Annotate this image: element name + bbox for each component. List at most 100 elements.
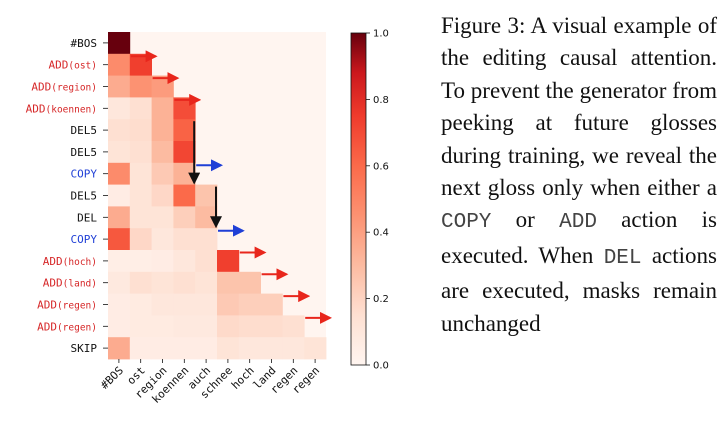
heatmap-cell-r11-c5 xyxy=(217,271,240,294)
code-del: DEL xyxy=(603,246,642,270)
heatmap-cell-r8-c0 xyxy=(108,206,131,229)
heatmap-cell-r14-c3 xyxy=(173,337,196,360)
heatmap-arrows xyxy=(130,50,332,324)
row-label-12: ADD(regen) xyxy=(37,299,97,312)
heatmap-cell-r9-c0 xyxy=(108,228,131,251)
colorbar-tick-label-4: 0.8 xyxy=(373,95,389,106)
heatmap-cell-r9-c3 xyxy=(173,228,196,251)
row-label-op: DEL5 xyxy=(71,190,98,203)
heatmap-cell-r11-c0 xyxy=(108,271,131,294)
heatmap-cell-r14-c7 xyxy=(260,337,283,360)
heatmap-cell-r4-c3 xyxy=(173,119,196,142)
heatmap-cell-r14-c4 xyxy=(195,337,218,360)
figure-caption: Figure 3: A visual example of the editin… xyxy=(441,13,717,336)
heatmap-cell-r7-c4 xyxy=(195,184,218,207)
heatmap-cell-r4-c1 xyxy=(129,119,152,142)
row-label-arg: (koennen) xyxy=(46,104,97,115)
heatmap-cell-r6-c0 xyxy=(108,162,131,185)
colorbar: 0.0 0.2 0.4 0.6 0.8 1.0 xyxy=(350,29,389,372)
row-label-6: COPY xyxy=(71,168,98,181)
heatmap-cells xyxy=(108,32,327,360)
colorbar-tick-label-3: 0.6 xyxy=(373,161,389,172)
row-label-op: ADD xyxy=(26,102,46,115)
row-label-op: COPY xyxy=(71,168,98,181)
heatmap-cell-r14-c9 xyxy=(304,337,327,360)
heatmap-cell-r10-c2 xyxy=(151,250,174,273)
row-label-op: DEL5 xyxy=(71,124,98,137)
row-label-arg: (regen) xyxy=(57,301,97,312)
heatmap-cell-r14-c1 xyxy=(129,337,152,360)
row-label-13: ADD(regen) xyxy=(37,320,97,333)
heatmap-cell-r9-c4 xyxy=(195,228,218,251)
row-label-op: ADD xyxy=(43,277,63,290)
heatmap-cell-r13-c4 xyxy=(195,315,218,338)
heatmap-cell-r10-c0 xyxy=(108,250,131,273)
code-copy: COPY xyxy=(441,211,492,235)
heatmap-cell-r5-c2 xyxy=(151,141,174,164)
heatmap-cell-r13-c1 xyxy=(129,315,152,338)
heatmap-cell-r7-c3 xyxy=(173,184,196,207)
heatmap-cell-r8-c4 xyxy=(195,206,218,229)
heatmap-cell-r0-c0 xyxy=(108,32,131,55)
row-label-op: ADD xyxy=(49,59,69,72)
heatmap-cell-r8-c2 xyxy=(151,206,174,229)
heatmap-cell-r13-c0 xyxy=(108,315,131,338)
row-label-arg: (land) xyxy=(63,279,97,290)
row-label-0: #BOS xyxy=(71,37,98,50)
row-label-14: SKIP xyxy=(71,342,98,355)
row-label-op: SKIP xyxy=(71,342,98,355)
row-labels: #BOSADD(ost)ADD(region)ADD(koennen)DEL5D… xyxy=(26,37,108,355)
colorbar-tick-label-1: 0.2 xyxy=(373,294,389,305)
heatmap-cell-r10-c3 xyxy=(173,250,196,273)
col-label-0: #BOS xyxy=(98,364,126,392)
heatmap-cell-r12-c3 xyxy=(173,293,196,316)
row-label-op: ADD xyxy=(31,81,51,94)
heatmap-cell-r8-c1 xyxy=(129,206,152,229)
heatmap-cell-r14-c0 xyxy=(108,337,131,360)
heatmap-cell-r13-c7 xyxy=(260,315,283,338)
heatmap-cell-r12-c7 xyxy=(260,293,283,316)
column-labels: #BOSostregionkoennenauchschneehochlandre… xyxy=(98,359,322,406)
row-label-9: COPY xyxy=(71,233,98,246)
heatmap-cell-r11-c2 xyxy=(151,271,174,294)
heatmap-cell-r11-c4 xyxy=(195,271,218,294)
colorbar-gradient xyxy=(350,32,367,366)
heatmap-cell-r14-c2 xyxy=(151,337,174,360)
heatmap-cell-r5-c3 xyxy=(173,141,196,164)
heatmap-cell-r2-c0 xyxy=(108,75,131,98)
col-label-6: hoch xyxy=(229,364,257,392)
heatmap-cell-r7-c0 xyxy=(108,184,131,207)
attention-figure: #BOSADD(ost)ADD(region)ADD(koennen)DEL5D… xyxy=(26,29,389,406)
heatmap-cell-r13-c6 xyxy=(238,315,261,338)
row-label-op: ADD xyxy=(37,320,57,333)
heatmap-cell-r12-c1 xyxy=(129,293,152,316)
heatmap-cell-r3-c0 xyxy=(108,97,131,120)
heatmap-cell-r2-c1 xyxy=(129,75,152,98)
row-label-arg: (hoch) xyxy=(63,257,97,268)
heatmap-cell-r13-c5 xyxy=(217,315,240,338)
heatmap-cell-r10-c5 xyxy=(217,250,240,273)
colorbar-tick-label-0: 0.0 xyxy=(373,361,389,372)
heatmap-cell-r13-c3 xyxy=(173,315,196,338)
heatmap-cell-r6-c3 xyxy=(173,162,196,185)
heatmap-cell-r12-c0 xyxy=(108,293,131,316)
heatmap-cell-r5-c0 xyxy=(108,141,131,164)
heatmap-cell-r14-c8 xyxy=(282,337,305,360)
heatmap-cell-r9-c2 xyxy=(151,228,174,251)
heatmap-cell-r11-c1 xyxy=(129,271,152,294)
heatmap-cell-r4-c2 xyxy=(151,119,174,142)
row-label-3: ADD(koennen) xyxy=(26,102,97,115)
row-label-arg: (ost) xyxy=(68,61,97,72)
heatmap-cell-r10-c1 xyxy=(129,250,152,273)
heatmap-cell-r6-c1 xyxy=(129,162,152,185)
heatmap-cell-r12-c6 xyxy=(238,293,261,316)
row-label-op: DEL xyxy=(77,211,97,224)
row-label-arg: (region) xyxy=(51,83,97,94)
heatmap-cell-r12-c2 xyxy=(151,293,174,316)
heatmap-cell-r11-c6 xyxy=(238,271,261,294)
heatmap-cell-r11-c3 xyxy=(173,271,196,294)
heatmap-cell-r7-c1 xyxy=(129,184,152,207)
heatmap-cell-r4-c0 xyxy=(108,119,131,142)
row-label-op: ADD xyxy=(43,255,63,268)
colorbar-tick-label-5: 1.0 xyxy=(373,29,389,40)
